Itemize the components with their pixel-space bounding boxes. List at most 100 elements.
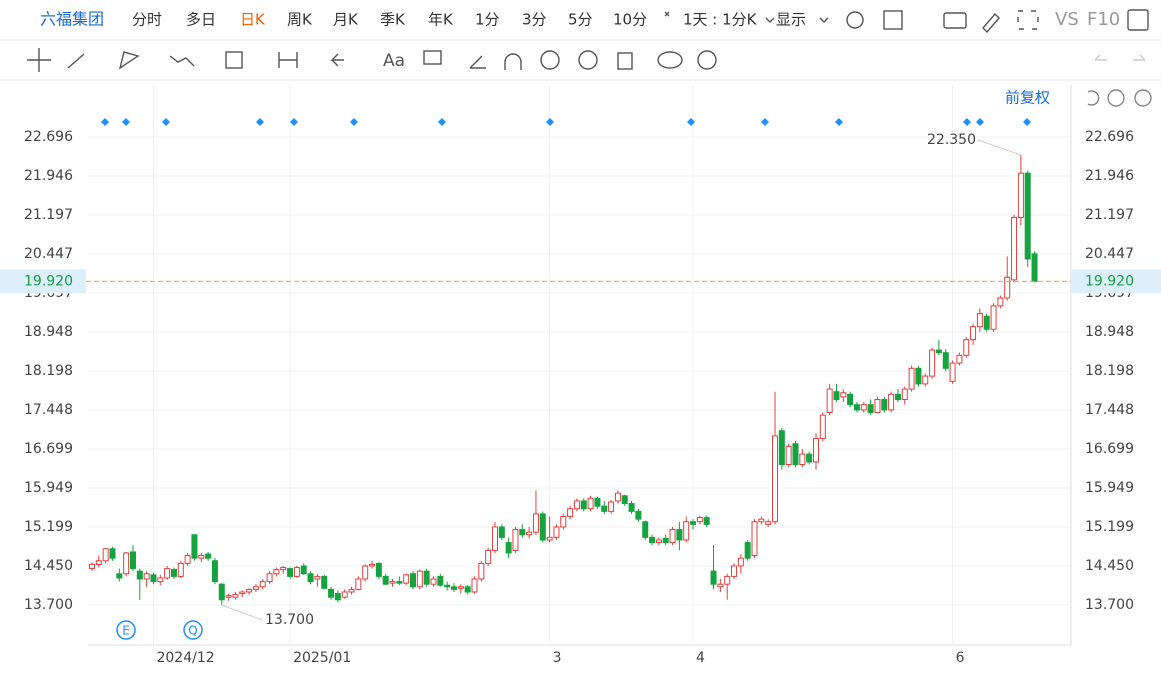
move-tool[interactable]: [27, 48, 51, 72]
candle-body: [997, 297, 1004, 307]
shape-tool[interactable]: [118, 51, 140, 70]
y-tick-label-left: 13.700: [24, 597, 73, 613]
wave-tool[interactable]: [169, 55, 195, 67]
fullscreen-icon[interactable]: [1017, 10, 1039, 30]
period-menu[interactable]: 1天 : 1分K: [683, 11, 758, 29]
candle-body: [382, 575, 389, 585]
compare-button[interactable]: VS: [1055, 9, 1079, 30]
candle-body: [252, 586, 259, 590]
panel-icon[interactable]: [1127, 9, 1149, 31]
undo[interactable]: [1094, 54, 1107, 61]
candle-body: [157, 577, 164, 583]
candle-body: [232, 594, 239, 598]
stock-name[interactable]: 六福集团: [40, 10, 104, 29]
candle-body: [464, 586, 471, 593]
candle-body: [225, 595, 232, 598]
magnet-tool[interactable]: [504, 53, 522, 70]
candle-body: [505, 542, 512, 554]
hide-tool[interactable]: [578, 50, 598, 70]
zoom-out[interactable]: [1107, 89, 1125, 107]
candle-body: [328, 588, 335, 598]
toolbar-icons: [27, 9, 1152, 107]
candle-body: [450, 586, 457, 590]
fib-tool[interactable]: [225, 51, 243, 69]
candle-body: [1004, 276, 1011, 299]
candle-body: [929, 349, 936, 377]
candle-body: [717, 583, 724, 588]
candle-body: [396, 581, 403, 584]
reset[interactable]: [1087, 90, 1100, 106]
sync-tool[interactable]: [540, 50, 560, 70]
candle-body: [491, 526, 498, 551]
event-marker: [976, 118, 984, 126]
settings-icon[interactable]: [846, 11, 864, 29]
candle-body: [642, 521, 649, 538]
y-tick-label-left: 21.946: [24, 168, 73, 184]
candle-body: [485, 549, 492, 564]
candle-body: [676, 529, 683, 541]
period-tab[interactable]: 年K: [428, 11, 454, 29]
note-tool[interactable]: [423, 50, 442, 65]
candle-body: [553, 526, 560, 538]
period-tab[interactable]: 1分: [475, 11, 500, 29]
candle-body: [348, 588, 355, 593]
candle-body: [184, 555, 191, 564]
f10-button[interactable]: F10: [1087, 9, 1120, 30]
candle-body: [669, 529, 676, 544]
period-tab[interactable]: 月K: [333, 11, 359, 29]
y-tick-label-right: 22.696: [1085, 129, 1134, 145]
delete-tool[interactable]: [617, 52, 633, 70]
period-tab[interactable]: 日K: [240, 11, 266, 29]
candle-body: [403, 574, 410, 584]
y-tick-label-left: 18.948: [24, 324, 73, 340]
adjust-mode[interactable]: 前复权: [1005, 89, 1050, 107]
candle-body: [942, 352, 949, 369]
y-tick-label-left: 17.448: [24, 402, 73, 418]
draw-settings[interactable]: [697, 50, 717, 70]
y-tick-label-left: 18.198: [24, 363, 73, 379]
candle-body: [833, 391, 840, 400]
redo[interactable]: [1133, 54, 1146, 61]
candle-body: [471, 578, 478, 593]
zoom-in[interactable]: [1134, 89, 1152, 107]
event-marker: [546, 118, 554, 126]
candle-body: [211, 560, 218, 583]
measure-tool[interactable]: [278, 52, 298, 68]
candle-body: [375, 562, 382, 577]
candle-body: [109, 548, 116, 559]
pen-icon[interactable]: [982, 12, 1000, 34]
candle-body: [949, 362, 956, 382]
line-tool[interactable]: [67, 53, 85, 69]
candle-body: [389, 581, 396, 584]
box-icon[interactable]: [883, 10, 903, 30]
period-tab[interactable]: 3分: [522, 11, 547, 29]
candle-body: [662, 537, 669, 544]
period-tab[interactable]: 5分: [568, 11, 593, 29]
candle-body: [867, 404, 874, 414]
candle-body: [457, 586, 464, 589]
display-menu[interactable]: 显示: [776, 11, 806, 29]
candle-body: [89, 563, 95, 570]
text-tool[interactable]: Aa: [383, 51, 405, 71]
event-marker: [438, 118, 446, 126]
period-tab[interactable]: 季K: [380, 11, 406, 29]
candle-body: [136, 570, 143, 580]
y-tick-label-right: 14.450: [1085, 558, 1134, 574]
period-tab[interactable]: 周K: [287, 11, 313, 29]
candle-body: [724, 575, 731, 585]
candle-body: [758, 518, 765, 523]
candle-body: [778, 430, 785, 466]
overlay-tool[interactable]: [657, 51, 683, 69]
chevron: [664, 11, 670, 17]
period-tab[interactable]: 10分: [613, 11, 647, 29]
arrow-tool[interactable]: [330, 53, 344, 67]
period-tab[interactable]: 多日: [186, 11, 216, 29]
candle-body: [1024, 172, 1031, 260]
period-tab[interactable]: 分时: [132, 11, 162, 29]
angle-tool[interactable]: [469, 55, 486, 69]
candle-body: [635, 510, 642, 520]
camera-icon[interactable]: [943, 12, 967, 29]
candle-body: [649, 536, 656, 544]
event-marker: [290, 118, 298, 126]
event-icon: [183, 620, 203, 640]
